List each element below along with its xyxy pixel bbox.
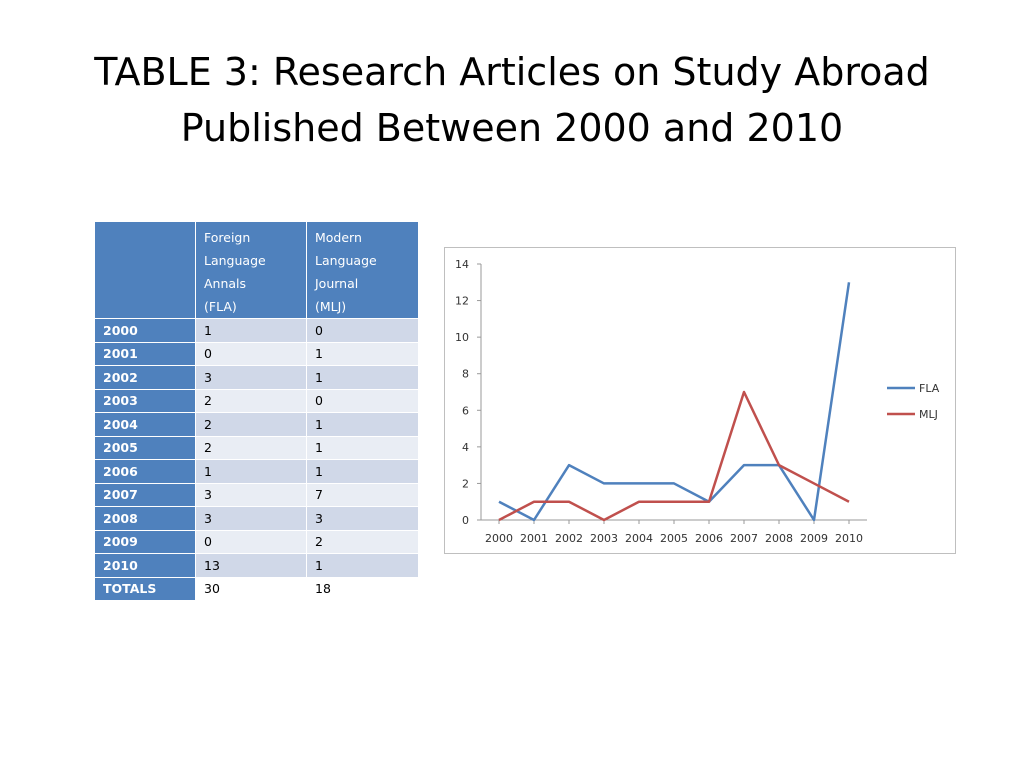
fla-count-cell: 1 [195,318,307,343]
fla-count-cell: 2 [195,412,307,437]
fla-count-cell: 3 [195,365,307,390]
x-tick-label: 2006 [695,532,723,545]
year-cell: 2004 [94,412,196,437]
legend-label-mlj: MLJ [919,408,938,421]
mlj-total-cell: 18 [306,576,419,601]
x-tick-label: 2001 [520,532,548,545]
totals-row: TOTALS 30 18 [94,576,419,601]
mlj-count-cell: 0 [306,318,419,343]
year-cell: 2006 [94,459,196,484]
table-row: 2003 2 0 [94,388,419,413]
table-row: 2006 1 1 [94,459,419,484]
year-cell: 2000 [94,318,196,343]
year-cell: 2001 [94,341,196,366]
mlj-count-cell: 0 [306,388,419,413]
mlj-count-cell: 1 [306,341,419,366]
table-header-row: Foreign Language Annals (FLA) Modern Lan… [94,221,419,319]
legend-label-fla: FLA [919,382,940,395]
table-row: 2002 3 1 [94,365,419,390]
table-row: 2001 0 1 [94,341,419,366]
fla-count-cell: 2 [195,388,307,413]
year-cell: 2009 [94,529,196,554]
mlj-header-line: Modern [315,230,362,245]
y-tick-label: 4 [462,441,469,454]
y-tick-label: 6 [462,404,469,417]
table-row: 2004 2 1 [94,412,419,437]
mlj-count-cell: 1 [306,365,419,390]
year-cell: 2005 [94,435,196,460]
fla-count-cell: 3 [195,482,307,507]
fla-count-cell: 0 [195,529,307,554]
y-tick-label: 8 [462,368,469,381]
x-tick-label: 2004 [625,532,653,545]
fla-header-line: Annals [204,276,247,291]
fla-header-line: (FLA) [204,299,237,314]
table-row: 2010 13 1 [94,553,419,578]
fla-count-cell: 13 [195,553,307,578]
fla-count-cell: 2 [195,435,307,460]
mlj-count-cell: 7 [306,482,419,507]
fla-header-line: Language [204,253,266,268]
table-row: 2008 3 3 [94,506,419,531]
table-row: 2005 2 1 [94,435,419,460]
year-cell: 2010 [94,553,196,578]
fla-count-cell: 0 [195,341,307,366]
mlj-column-header: Modern Language Journal (MLJ) [306,221,419,319]
y-tick-label: 12 [455,295,469,308]
slide-title: TABLE 3: Research Articles on Study Abro… [0,44,1024,156]
x-tick-label: 2003 [590,532,618,545]
table-row: 2007 3 7 [94,482,419,507]
mlj-count-cell: 1 [306,412,419,437]
slide-title-line-1: TABLE 3: Research Articles on Study Abro… [94,50,930,94]
series-line-mlj [498,390,850,522]
x-tick-label: 2005 [660,532,688,545]
fla-header-line: Foreign [204,230,251,245]
mlj-count-cell: 1 [306,435,419,460]
x-tick-label: 2008 [765,532,793,545]
fla-column-header: Foreign Language Annals (FLA) [195,221,307,319]
x-tick-label: 2000 [485,532,513,545]
table-corner-cell [94,221,196,319]
y-tick-label: 10 [455,331,469,344]
series-line-fla [498,282,851,522]
mlj-count-cell: 2 [306,529,419,554]
mlj-count-cell: 1 [306,459,419,484]
fla-total-cell: 30 [195,576,307,601]
table-row: 2000 1 0 [94,318,419,343]
y-tick-label: 0 [462,514,469,527]
x-tick-label: 2009 [800,532,828,545]
x-tick-label: 2007 [730,532,758,545]
mlj-count-cell: 3 [306,506,419,531]
mlj-count-cell: 1 [306,553,419,578]
mlj-header-line: Journal [315,276,359,291]
fla-count-cell: 1 [195,459,307,484]
fla-count-cell: 3 [195,506,307,531]
year-cell: 2007 [94,482,196,507]
mlj-header-line: (MLJ) [315,299,347,314]
y-tick-label: 14 [455,258,469,271]
mlj-header-line: Language [315,253,377,268]
totals-label-cell: TOTALS [94,576,196,601]
x-tick-label: 2002 [555,532,583,545]
articles-table: Foreign Language Annals (FLA) Modern Lan… [94,221,419,601]
year-cell: 2002 [94,365,196,390]
slide-title-line-2: Published Between 2000 and 2010 [180,106,844,150]
line-chart-canvas: 0 2 4 6 8 10 12 14 2000 2001 2002 2003 2004 2005 2006 2… [455,258,940,545]
year-cell: 2003 [94,388,196,413]
table-row: 2009 0 2 [94,529,419,554]
y-tick-label: 2 [462,477,469,490]
x-tick-label: 2010 [835,532,863,545]
line-chart: 0 2 4 6 8 10 12 14 2000 2001 2002 2003 2004 2005 2006 2… [444,247,956,554]
year-cell: 2008 [94,506,196,531]
